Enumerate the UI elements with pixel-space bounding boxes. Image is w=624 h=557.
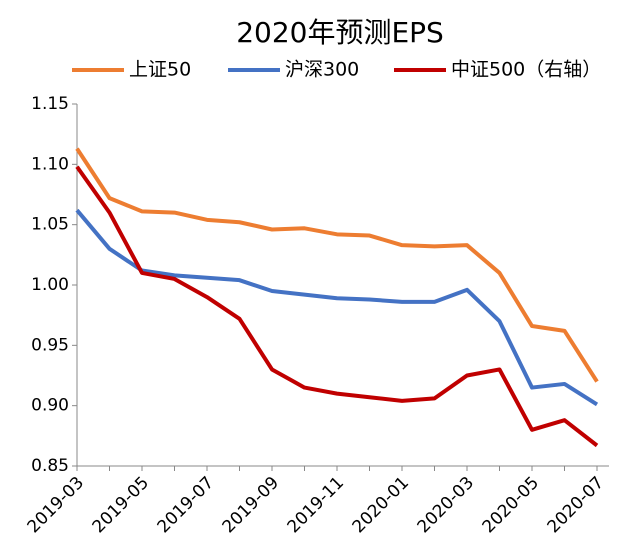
y-tick-label: 0.95 xyxy=(31,335,69,355)
legend-label: 沪深300 xyxy=(285,59,359,81)
y-tick-label: 1.00 xyxy=(31,275,69,295)
y-tick-label: 1.15 xyxy=(31,94,69,114)
x-tick-label: 2019-09 xyxy=(219,473,283,537)
x-tick-label: 2020-07 xyxy=(544,473,608,537)
series-line xyxy=(75,208,599,407)
y-tick-label: 0.85 xyxy=(31,456,69,476)
chart-title: 2020年预测EPS xyxy=(236,16,444,49)
x-tick-label: 2019-05 xyxy=(89,473,153,537)
x-tick-label: 2019-07 xyxy=(154,473,218,537)
x-tick-label: 2019-03 xyxy=(24,473,88,537)
x-tick-label: 2020-05 xyxy=(479,473,543,537)
series-line xyxy=(75,147,599,383)
legend-label: 中证500（右轴） xyxy=(451,59,601,81)
x-tick-label: 2020-03 xyxy=(414,473,478,537)
x-tick-label: 2019-11 xyxy=(284,473,348,537)
y-tick-label: 1.05 xyxy=(31,215,69,235)
y-tick-label: 0.90 xyxy=(31,396,69,416)
y-tick-label: 1.10 xyxy=(31,154,69,174)
legend-label: 上证50 xyxy=(129,59,191,81)
series-line xyxy=(75,165,599,448)
x-tick-label: 2020-01 xyxy=(349,473,413,537)
